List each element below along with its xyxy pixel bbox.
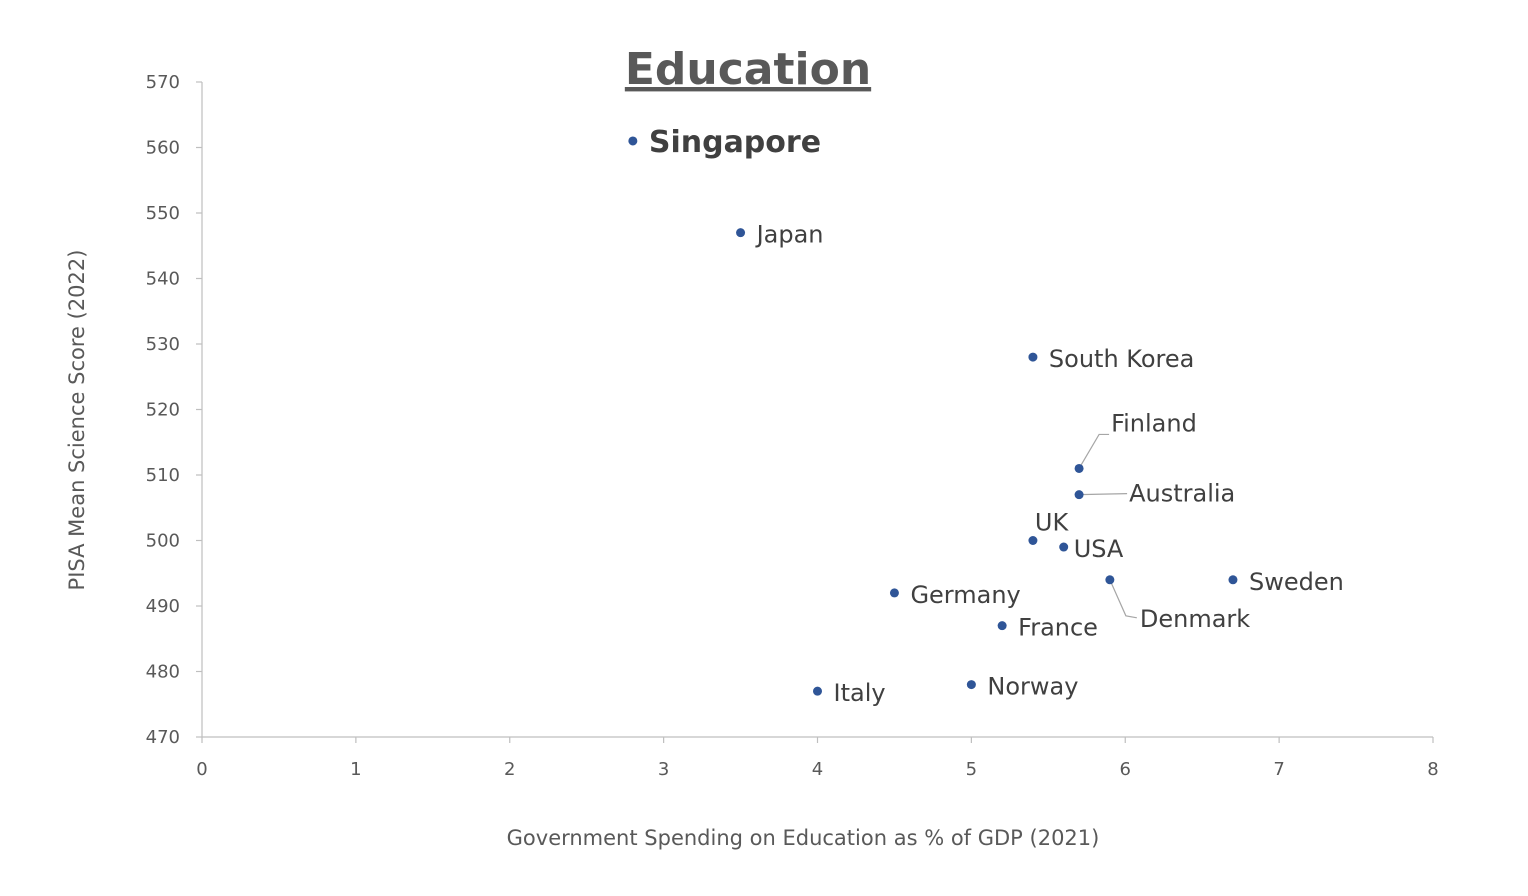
x-tick-label: 3 xyxy=(658,759,669,780)
point-usa xyxy=(1059,542,1069,552)
x-tick-label: 0 xyxy=(196,759,207,780)
axes xyxy=(201,82,1433,738)
label-singapore: Singapore xyxy=(649,125,821,160)
x-tick-label: 5 xyxy=(966,759,977,780)
x-tick-label: 6 xyxy=(1120,759,1131,780)
label-japan: Japan xyxy=(755,221,824,249)
leader-line-finland xyxy=(1078,433,1110,469)
label-usa: USA xyxy=(1074,535,1124,563)
leader-line-denmark xyxy=(1109,579,1137,619)
y-tick-label: 520 xyxy=(146,400,180,421)
y-tick-label: 500 xyxy=(146,531,180,552)
point-norway xyxy=(966,680,976,690)
y-tick-label: 570 xyxy=(146,72,180,93)
data-points xyxy=(628,136,1238,696)
data-labels: Singapore Japan South Korea Finland Australi… xyxy=(649,125,1344,707)
point-south-korea xyxy=(1028,352,1038,362)
y-tick-label: 470 xyxy=(146,727,180,748)
y-tick-label: 490 xyxy=(146,596,180,617)
point-italy xyxy=(813,686,822,696)
label-france: France xyxy=(1018,614,1098,642)
point-denmark xyxy=(1105,575,1115,585)
y-tick-label: 530 xyxy=(146,334,180,355)
label-norway: Norway xyxy=(987,673,1078,701)
y-axis-label: PISA Mean Science Score (2022) xyxy=(65,250,89,591)
x-tick-label: 7 xyxy=(1273,759,1284,780)
label-australia: Australia xyxy=(1129,480,1235,508)
point-japan xyxy=(736,228,746,238)
label-germany: Germany xyxy=(910,581,1020,609)
y-tick-label: 550 xyxy=(146,203,180,224)
x-tick-label: 4 xyxy=(812,759,823,780)
y-tick-label: 480 xyxy=(146,662,180,683)
point-france xyxy=(997,621,1007,631)
label-south-korea: South Korea xyxy=(1049,345,1194,373)
leader-lines xyxy=(1078,433,1137,619)
point-australia xyxy=(1074,490,1084,500)
x-tick-label: 2 xyxy=(504,759,515,780)
chart-title: Education xyxy=(625,44,871,95)
label-finland: Finland xyxy=(1111,409,1197,437)
label-uk: UK xyxy=(1035,509,1070,537)
x-tick-label: 8 xyxy=(1427,759,1438,780)
leader-line-australia xyxy=(1079,493,1128,496)
y-tick-label: 560 xyxy=(146,138,180,159)
label-italy: Italy xyxy=(834,679,886,707)
label-sweden: Sweden xyxy=(1249,568,1344,596)
x-tick-label: 1 xyxy=(350,759,361,780)
y-tick-label: 510 xyxy=(146,465,180,486)
ticks: 470 480 490 500 510 520 530 540 550 560 570 0 1 2 3 4 5 6… xyxy=(146,72,1439,780)
point-finland xyxy=(1074,463,1084,473)
y-tick-label: 540 xyxy=(146,269,180,290)
point-singapore xyxy=(628,136,638,146)
point-uk xyxy=(1028,536,1038,545)
label-denmark: Denmark xyxy=(1140,605,1250,633)
point-germany xyxy=(889,588,899,598)
x-axis-label: Government Spending on Education as % of… xyxy=(507,826,1100,850)
point-sweden xyxy=(1228,575,1238,585)
